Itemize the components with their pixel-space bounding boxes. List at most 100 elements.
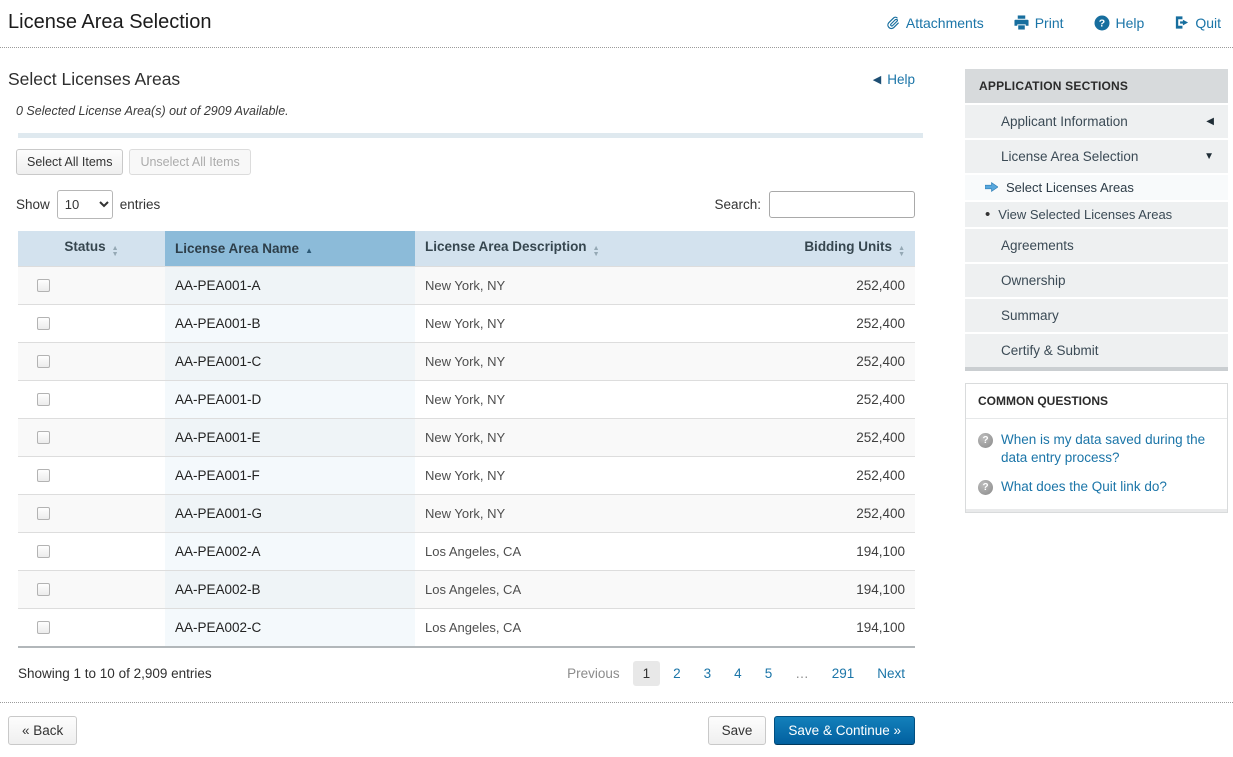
- bidding-units-cell: 252,400: [698, 266, 915, 305]
- section-title: Select Licenses Areas: [8, 69, 181, 89]
- license-area-name-cell: AA-PEA001-B: [165, 304, 415, 343]
- unselect-all-button[interactable]: Unselect All Items: [129, 149, 251, 175]
- page-header: License Area Selection Attachments Print…: [0, 0, 1233, 48]
- pagination: Previous 1 2 3 4 5 … 291 Next: [554, 660, 915, 686]
- bidding-units-cell: 252,400: [698, 380, 915, 419]
- license-area-name-cell: AA-PEA001-G: [165, 494, 415, 533]
- table-row: AA-PEA001-F New York, NY 252,400: [18, 456, 915, 495]
- sidebar-item-label: Applicant Information: [1001, 114, 1128, 129]
- table-row: AA-PEA001-G New York, NY 252,400: [18, 494, 915, 533]
- blue-arrow-icon: [984, 180, 999, 195]
- column-header-license-area-name[interactable]: License Area Name ▲: [165, 231, 415, 267]
- license-areas-table: Status ▲ ▼ License Area Name ▲ License Area…: [18, 231, 915, 648]
- status-cell: [18, 380, 165, 419]
- row-checkbox[interactable]: [37, 355, 50, 368]
- status-cell: [18, 570, 165, 609]
- sort-both-icon: ▲ ▼: [898, 245, 905, 258]
- chevron-down-icon: ▼: [1204, 150, 1214, 162]
- page-button-1[interactable]: 1: [632, 660, 661, 686]
- sidebar-item-agreements[interactable]: Agreements: [965, 227, 1228, 262]
- status-cell: [18, 532, 165, 571]
- question-link-what-does-the-quit-link-do[interactable]: What does the Quit link do?: [1001, 479, 1167, 495]
- back-button[interactable]: « Back: [8, 715, 78, 745]
- license-area-description-cell: Los Angeles, CA: [415, 608, 698, 648]
- sidebar-item-label: Select Licenses Areas: [1006, 180, 1134, 195]
- main-content: Select Licenses Areas ◀ Help 0 Selected …: [8, 48, 923, 686]
- bidding-units-cell: 194,100: [698, 608, 915, 648]
- table-row: AA-PEA001-D New York, NY 252,400: [18, 380, 915, 419]
- row-checkbox[interactable]: [37, 279, 50, 292]
- help-link-top[interactable]: ? Help: [1094, 15, 1144, 31]
- section-help-link[interactable]: ◀ Help: [873, 72, 915, 87]
- page-button-2[interactable]: 2: [673, 665, 681, 681]
- quit-link[interactable]: Quit: [1174, 15, 1221, 31]
- license-area-description-cell: New York, NY: [415, 418, 698, 457]
- status-cell: [18, 608, 165, 648]
- license-area-name-cell: AA-PEA001-D: [165, 380, 415, 419]
- common-questions-title: COMMON QUESTIONS: [966, 384, 1227, 419]
- license-table-body: AA-PEA001-A New York, NY 252,400 AA-PEA001-…: [18, 266, 915, 648]
- license-area-description-cell: New York, NY: [415, 380, 698, 419]
- column-header-license-area-description[interactable]: License Area Description ▲ ▼: [415, 231, 698, 267]
- next-page-button[interactable]: Next: [877, 665, 905, 681]
- print-link[interactable]: Print: [1014, 15, 1064, 31]
- left-triangle-icon: ◀: [872, 74, 882, 86]
- column-header-status[interactable]: Status ▲ ▼: [18, 231, 165, 267]
- save-and-continue-button[interactable]: Save & Continue »: [774, 715, 915, 745]
- sidebar-item-ownership[interactable]: Ownership: [965, 262, 1228, 297]
- row-checkbox[interactable]: [37, 469, 50, 482]
- table-header-row: Status ▲ ▼ License Area Name ▲ License Area…: [18, 231, 915, 267]
- table-row: AA-PEA001-B New York, NY 252,400: [18, 304, 915, 343]
- save-button[interactable]: Save: [707, 715, 767, 745]
- page-button-4[interactable]: 4: [734, 665, 742, 681]
- application-sections-list: Applicant Information ◀ License Area Selec…: [965, 103, 1228, 367]
- question-link-when-is-my-data-saved-during-t[interactable]: When is my data saved during the data en…: [1001, 432, 1206, 466]
- table-row: AA-PEA001-C New York, NY 252,400: [18, 342, 915, 381]
- page-size-select[interactable]: 10: [56, 190, 113, 219]
- page-button-5[interactable]: 5: [764, 665, 773, 681]
- attachments-label: Attachments: [905, 14, 984, 31]
- sidebar-item-summary[interactable]: Summary: [965, 297, 1228, 332]
- row-checkbox[interactable]: [37, 545, 50, 558]
- sidebar-item-label: Agreements: [1001, 238, 1074, 253]
- bidding-units-cell: 252,400: [698, 456, 915, 495]
- license-area-name-cell: AA-PEA002-B: [165, 570, 415, 609]
- sidebar-item-label: Ownership: [1001, 273, 1066, 288]
- license-area-name-cell: AA-PEA001-E: [165, 418, 415, 457]
- sidebar-item-license-area-selection[interactable]: License Area Selection ▼: [965, 138, 1228, 173]
- table-row: AA-PEA001-A New York, NY 252,400: [18, 266, 915, 305]
- select-all-button[interactable]: Select All Items: [16, 149, 124, 175]
- entries-label: entries: [119, 197, 161, 212]
- attachments-link[interactable]: Attachments: [885, 15, 984, 31]
- previous-page-button[interactable]: Previous: [567, 665, 620, 681]
- search-input[interactable]: [769, 191, 915, 218]
- sort-both-icon: ▲ ▼: [111, 245, 119, 258]
- sidebar-item-view-selected-licenses-areas[interactable]: • View Selected Licenses Areas: [965, 200, 1228, 227]
- entries-summary: Showing 1 to 10 of 2,909 entries: [18, 665, 212, 681]
- sidebar-item-applicant-information[interactable]: Applicant Information ◀: [965, 103, 1228, 138]
- sidebar-item-label: Certify & Submit: [1001, 343, 1099, 358]
- page-button-3[interactable]: 3: [703, 665, 712, 681]
- license-area-description-cell: New York, NY: [415, 304, 698, 343]
- bullet-icon: •: [985, 206, 991, 223]
- printer-icon: [1014, 15, 1029, 30]
- row-checkbox[interactable]: [37, 583, 50, 596]
- column-header-bidding-units[interactable]: Bidding Units ▲ ▼: [698, 231, 915, 267]
- status-cell: [18, 266, 165, 305]
- row-checkbox[interactable]: [37, 507, 50, 520]
- row-checkbox[interactable]: [37, 431, 50, 444]
- row-checkbox[interactable]: [37, 393, 50, 406]
- license-area-name-cell: AA-PEA002-C: [165, 608, 415, 648]
- sidebar-item-select-licenses-areas[interactable]: Select Licenses Areas: [965, 173, 1228, 200]
- row-checkbox[interactable]: [37, 317, 50, 330]
- sidebar-item-certify-submit[interactable]: Certify & Submit: [965, 332, 1228, 367]
- svg-text:?: ?: [1098, 17, 1104, 29]
- table-row: AA-PEA002-C Los Angeles, CA 194,100: [18, 608, 915, 648]
- page-button-291[interactable]: 291: [831, 665, 855, 681]
- application-sections-panel: APPLICATION SECTIONS Applicant Informati…: [965, 69, 1228, 371]
- license-area-name-cell: AA-PEA001-F: [165, 456, 415, 495]
- row-checkbox[interactable]: [37, 620, 50, 634]
- license-area-description-cell: New York, NY: [415, 456, 698, 495]
- page-title: License Area Selection: [8, 11, 212, 33]
- header-links: Attachments Print ? Help Quit: [855, 15, 1221, 31]
